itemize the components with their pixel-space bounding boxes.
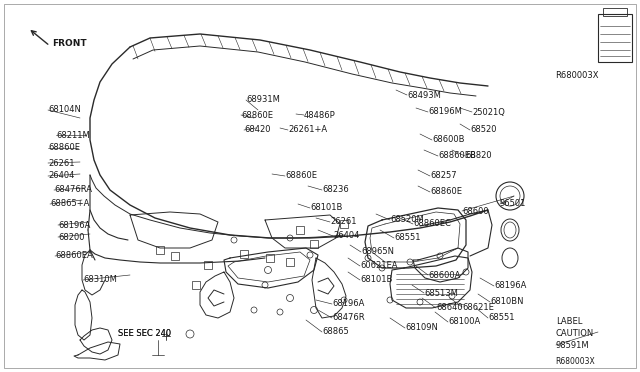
Text: 68101B: 68101B [310,203,342,212]
Text: 68820: 68820 [465,151,492,160]
Text: 68196A: 68196A [494,282,526,291]
Text: 68865: 68865 [322,327,349,337]
Text: 68196M: 68196M [428,108,462,116]
Bar [286,258,294,266]
Text: 68104N: 68104N [48,106,81,115]
Text: R680003X: R680003X [555,357,595,366]
Text: 68600: 68600 [462,206,488,215]
Text: 68621E: 68621E [462,302,494,311]
Text: 68211M: 68211M [56,131,90,140]
Text: 68200: 68200 [58,232,84,241]
Text: 25021Q: 25021Q [472,108,505,116]
Text: 68520: 68520 [470,125,497,135]
Text: 98591M: 98591M [556,340,589,350]
Bar [204,261,212,269]
Text: 68860E: 68860E [241,110,273,119]
Text: 60621EA: 60621EA [360,262,397,270]
Text: 68551: 68551 [488,314,515,323]
Text: 68513M: 68513M [424,289,458,298]
Bar [156,246,164,254]
Text: 68196A: 68196A [332,299,364,308]
Text: 68310M: 68310M [83,276,117,285]
Bar [240,250,248,258]
Text: 68640: 68640 [436,304,463,312]
Text: 68860E: 68860E [48,144,80,153]
Bar [340,220,348,228]
Text: 26404: 26404 [48,171,74,180]
Text: 68865+A: 68865+A [50,199,90,208]
Text: 68600B: 68600B [432,135,465,144]
Text: 68860E: 68860E [430,187,462,196]
Text: 68860EC: 68860EC [413,219,451,228]
Text: 6810BN: 6810BN [490,298,524,307]
Bar [266,254,274,262]
Bar [598,14,632,62]
Text: 68420: 68420 [244,125,271,135]
Text: 26404: 26404 [333,231,360,241]
Text: 68931M: 68931M [246,96,280,105]
Text: LABEL: LABEL [556,317,582,326]
Text: 68257: 68257 [430,171,456,180]
Text: 68965N: 68965N [361,247,394,257]
Text: 68860EA: 68860EA [55,251,93,260]
Text: 26261: 26261 [330,218,356,227]
Text: SEE SEC 240: SEE SEC 240 [118,330,171,339]
Text: CAUTION: CAUTION [556,328,595,337]
Text: 68196A: 68196A [58,221,90,230]
Text: 96501: 96501 [500,199,526,208]
Text: 68493M: 68493M [407,90,441,99]
Text: R680003X: R680003X [555,71,598,80]
Bar [310,240,318,248]
Text: SEE SEC 240: SEE SEC 240 [118,330,171,339]
Text: 68520M: 68520M [390,215,424,224]
Text: 26261+A: 26261+A [288,125,327,135]
Text: 68551: 68551 [394,234,420,243]
Text: 68600A: 68600A [428,270,460,279]
Text: 68100A: 68100A [448,317,480,327]
Text: 26261: 26261 [48,158,74,167]
Text: 48486P: 48486P [304,110,336,119]
Bar [296,226,304,234]
Text: 68860EB: 68860EB [438,151,476,160]
Text: 68476R: 68476R [332,314,365,323]
Text: 68109N: 68109N [405,324,438,333]
Text: 68860E: 68860E [285,171,317,180]
Bar [192,281,200,289]
Text: 68236: 68236 [322,186,349,195]
Text: FRONT: FRONT [52,39,86,48]
Text: 68476RA: 68476RA [54,186,92,195]
Bar [603,8,627,16]
Text: 68101B: 68101B [360,276,392,285]
Bar [171,252,179,260]
